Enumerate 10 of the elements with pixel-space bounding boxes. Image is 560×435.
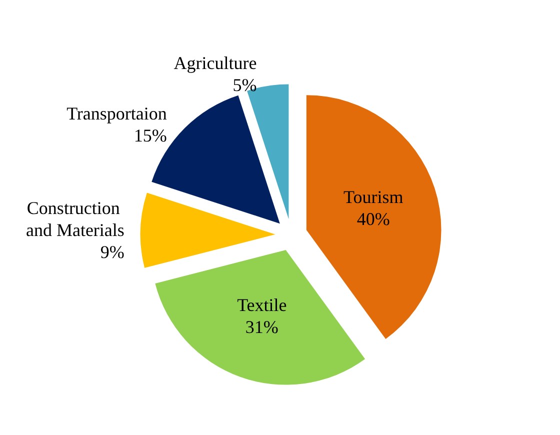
data-label: 40% — [356, 209, 390, 230]
slice-label: Textile — [237, 295, 287, 316]
slice-label: Construction and Materials — [26, 198, 124, 240]
slice-label: Agriculture — [174, 53, 257, 74]
data-label: 9% — [100, 242, 124, 262]
data-label: 15% — [134, 126, 167, 146]
data-label: 5% — [232, 75, 257, 96]
slice-label: Transportaion — [66, 104, 167, 124]
data-label: 31% — [245, 317, 278, 338]
slice-label: Tourism — [344, 187, 404, 208]
